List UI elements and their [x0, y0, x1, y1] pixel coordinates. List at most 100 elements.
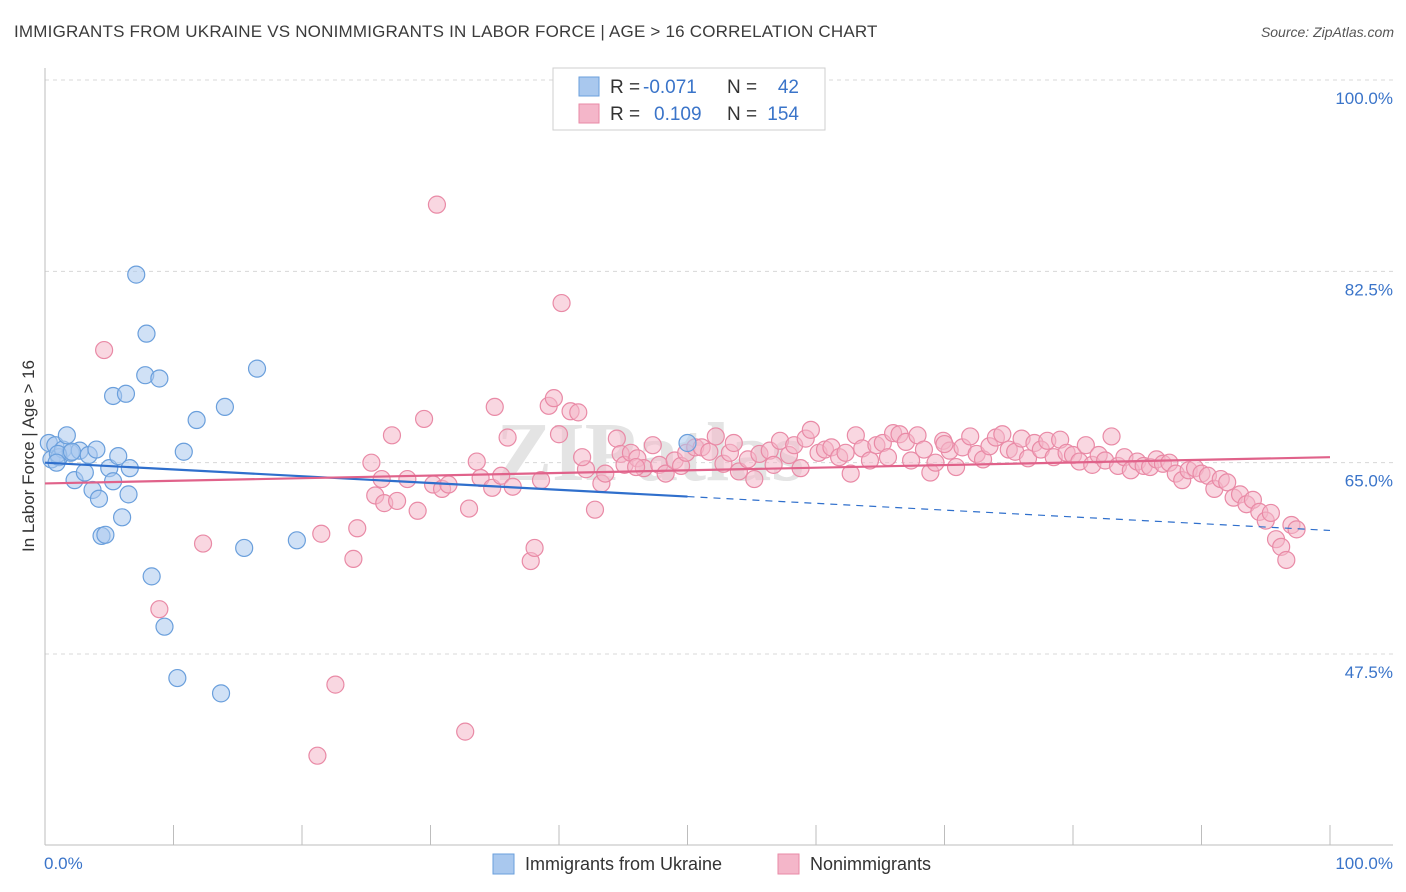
- ukraine-point: [112, 508, 132, 527]
- nonimmigrant-point: [308, 746, 327, 765]
- ukraine-point: [62, 442, 82, 461]
- nonimmigrant-point: [387, 491, 407, 511]
- nonimmigrant-point: [1277, 550, 1296, 570]
- nonimmigrant-point: [573, 448, 592, 467]
- ukraine-point: [137, 324, 156, 343]
- nonimmigrant-point: [348, 519, 367, 538]
- ukraine-point: [287, 531, 306, 550]
- ukraine-point: [127, 265, 146, 284]
- bottom-legend-label-1: Immigrants from Ukraine: [525, 854, 722, 874]
- nonimmigrant-point: [724, 433, 743, 453]
- ukraine-point: [155, 617, 174, 636]
- nonimmigrant-point: [485, 397, 504, 417]
- legend-n-label-2: N =: [727, 104, 757, 125]
- legend-r-value-1: -0.071: [643, 77, 697, 98]
- nonimmigrant-point: [656, 464, 675, 483]
- nonimmigrant-point: [544, 389, 563, 408]
- nonimmigrant-point: [414, 409, 434, 429]
- y-tick-label: 47.5%: [1345, 663, 1393, 682]
- nonimmigrant-point: [398, 469, 417, 489]
- nonimmigrant-point: [745, 469, 764, 489]
- chart-source: Source: ZipAtlas.com: [1260, 24, 1394, 40]
- chart-title: IMMIGRANTS FROM UKRAINE VS NONIMMIGRANTS…: [14, 22, 878, 41]
- ukraine-point: [142, 567, 161, 586]
- ukraine-point: [75, 463, 94, 482]
- nonimmigrant-point: [729, 462, 749, 481]
- ukraine-point: [87, 440, 106, 459]
- ukraine-point: [174, 442, 193, 461]
- ukraine-point: [678, 433, 697, 453]
- axis-layer: 47.5% 65.0% 82.5% 100.0%: [44, 68, 1393, 846]
- nonimmigrant-point: [643, 436, 662, 455]
- nonimmigrant-point: [961, 427, 980, 446]
- nonimmigrant-point: [150, 600, 169, 619]
- nonimmigrant-point: [549, 425, 569, 444]
- ukraine-point: [96, 525, 115, 544]
- legend-r-label-2: R =: [610, 104, 640, 125]
- grid-layer: [45, 79, 1393, 655]
- nonimmigrant-point: [585, 500, 605, 519]
- ukraine-point: [150, 369, 169, 388]
- x-tick-label-left: 0.0%: [44, 854, 83, 873]
- nonimmigrant-point: [706, 427, 725, 446]
- ukraine-trend-line: [44, 461, 688, 498]
- nonimmigrant-point: [1287, 520, 1306, 539]
- ukraine-point: [168, 668, 187, 688]
- legend-r-label-1: R =: [610, 77, 640, 98]
- x-tick-label-right: 100.0%: [1335, 854, 1393, 873]
- nonimmigrant-point: [456, 722, 475, 741]
- nonimmigrant-point: [935, 434, 954, 454]
- nonimmigrant-point: [312, 524, 331, 543]
- nonimmigrant-point: [193, 534, 213, 553]
- nonimmigrant-point: [878, 448, 898, 467]
- top-legend: R = -0.071 N = 42 R = 0.109 N = 154: [552, 67, 826, 131]
- nonimmigrant-point: [552, 293, 571, 313]
- nonimmigrant-point: [382, 426, 402, 445]
- legend-swatch-blue: [578, 76, 600, 97]
- nonimmigrant-point: [607, 429, 626, 448]
- y-tick-label: 100.0%: [1335, 89, 1393, 108]
- legend-r-value-2: 0.109: [654, 104, 702, 125]
- nonimmigrant-point: [326, 675, 345, 694]
- ukraine-point: [89, 489, 109, 508]
- trend-layer: [44, 456, 1331, 532]
- nonimmigrant-point: [700, 442, 719, 461]
- nonimmigrant-point: [427, 195, 447, 214]
- nonimmigrant-point: [467, 452, 486, 471]
- ukraine-point: [109, 447, 128, 466]
- nonimmigrant-point: [836, 443, 855, 462]
- bottom-legend-swatch-blue: [492, 853, 515, 875]
- ukraine-point: [116, 384, 136, 403]
- nonimmigrant-point: [926, 453, 945, 472]
- nonimmigrant-point: [914, 440, 934, 459]
- ukraine-point: [187, 410, 206, 430]
- nonimmigrant-point: [1218, 473, 1237, 492]
- bottom-legend: Immigrants from Ukraine Nonimmigrants: [492, 853, 931, 875]
- nonimmigrant-point: [459, 499, 479, 518]
- nonimmigrant-point: [408, 501, 427, 520]
- nonimmigrant-point: [1102, 427, 1121, 446]
- nonimmigrant-point: [860, 451, 880, 470]
- nonimmigrant-point: [569, 403, 588, 422]
- y-tick-label: 82.5%: [1345, 280, 1393, 299]
- ukraine-point: [57, 426, 76, 445]
- y-axis-label: In Labor Force | Age > 16: [19, 360, 38, 552]
- nonimmigrant-point: [1261, 503, 1280, 523]
- y-tick-label: 65.0%: [1345, 472, 1393, 491]
- nonimmigrant-point: [344, 549, 363, 568]
- nonimmigrant-point: [525, 538, 544, 558]
- nonimmigrant-point: [841, 464, 860, 483]
- bottom-legend-label-2: Nonimmigrants: [810, 854, 931, 874]
- legend-n-value-2: 154: [767, 104, 799, 125]
- nonimmigrant-point: [483, 478, 502, 497]
- nonimmigrant-trend-line: [44, 456, 1331, 485]
- legend-n-value-1: 42: [778, 77, 799, 98]
- nonimmigrant-point: [492, 466, 511, 485]
- nonimmigrant-point: [626, 457, 646, 477]
- ukraine-point: [235, 538, 254, 558]
- nonimmigrant-point: [95, 340, 114, 360]
- ukraine-point: [211, 684, 231, 703]
- nonimmigrant-point: [764, 455, 783, 474]
- nonimmigrant-point: [946, 457, 966, 477]
